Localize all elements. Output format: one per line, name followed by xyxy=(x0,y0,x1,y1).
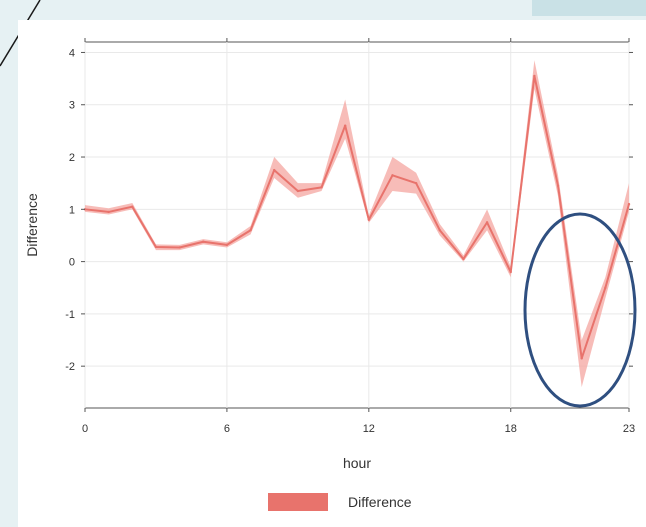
data-point xyxy=(273,168,276,172)
top-right-decoration xyxy=(532,0,646,16)
data-point xyxy=(154,245,158,249)
data-point xyxy=(296,189,300,193)
y-tick-label: -2 xyxy=(65,361,75,373)
data-point xyxy=(107,210,110,214)
data-point xyxy=(604,286,607,289)
y-axis-label: Difference xyxy=(24,193,40,257)
data-point xyxy=(556,184,560,187)
x-tick-label: 23 xyxy=(623,423,635,435)
data-point xyxy=(462,257,465,261)
data-points xyxy=(83,74,631,360)
x-tick-label: 0 xyxy=(82,423,88,435)
data-point xyxy=(320,186,323,189)
legend: Difference xyxy=(268,493,412,511)
plot-area xyxy=(84,41,630,409)
x-tick-label: 18 xyxy=(505,423,517,435)
y-tick-label: 1 xyxy=(69,204,75,216)
y-axis: -2 -1 0 1 2 3 4 xyxy=(65,47,633,373)
y-tick-label: 3 xyxy=(69,100,75,112)
data-point xyxy=(225,243,229,247)
legend-swatch xyxy=(268,493,328,511)
data-point xyxy=(627,202,631,206)
x-tick-label: 12 xyxy=(363,423,375,435)
data-point xyxy=(438,229,441,232)
data-point xyxy=(485,221,489,224)
data-point xyxy=(580,357,583,360)
data-point xyxy=(367,218,371,221)
y-tick-label: 0 xyxy=(69,257,75,269)
data-point xyxy=(249,229,252,232)
data-line xyxy=(84,74,630,360)
data-point xyxy=(178,246,181,249)
data-point xyxy=(131,205,134,208)
data-point xyxy=(533,74,536,78)
legend-label: Difference xyxy=(348,494,412,510)
x-tick-label: 6 xyxy=(224,423,230,435)
data-point xyxy=(391,174,394,177)
x-axis-label: hour xyxy=(343,455,371,471)
highlight-ellipse xyxy=(523,212,637,408)
x-axis: 0 6 12 18 23 xyxy=(82,38,635,435)
y-tick-label: 4 xyxy=(69,47,75,59)
data-point xyxy=(414,181,418,185)
y-tick-label: 2 xyxy=(69,152,75,164)
data-point xyxy=(343,124,347,127)
series-line xyxy=(84,74,630,360)
data-point xyxy=(509,270,512,274)
y-tick-label: -1 xyxy=(65,309,75,321)
data-point xyxy=(202,240,205,243)
